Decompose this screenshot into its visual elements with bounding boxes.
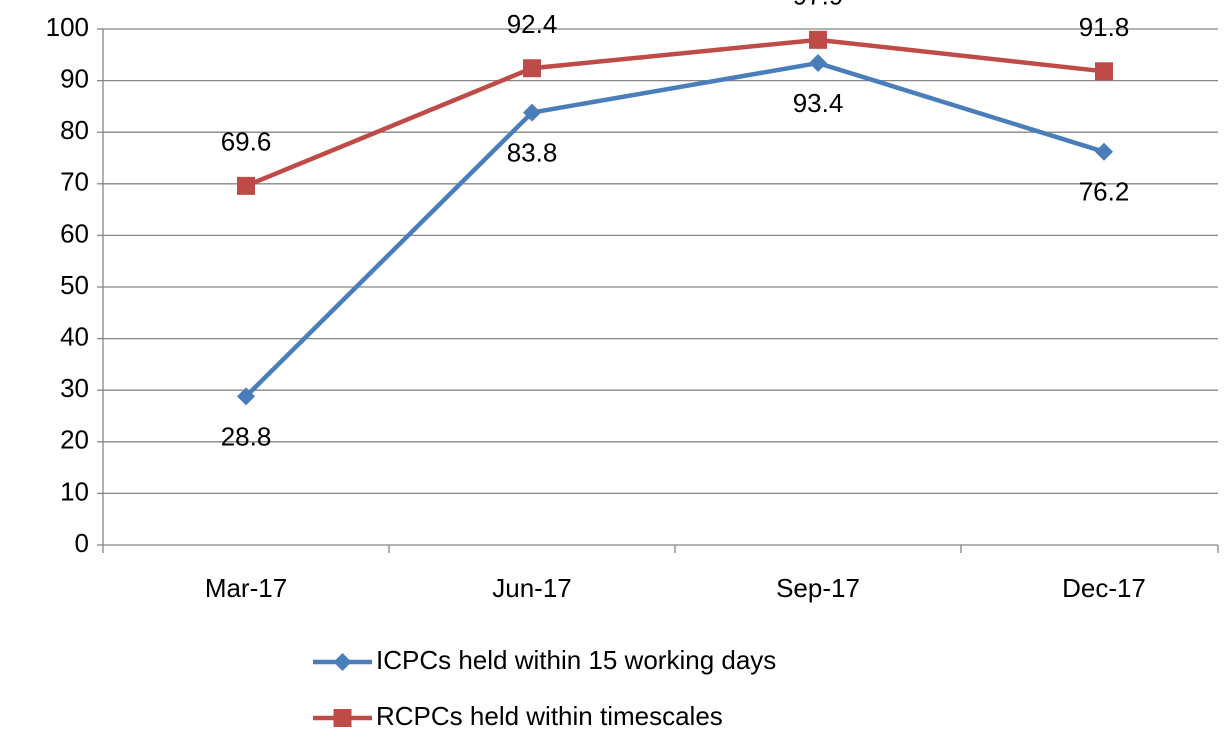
data-point [523, 103, 541, 122]
data-label: 28.8 [221, 421, 272, 451]
y-tick-label: 50 [60, 270, 89, 300]
data-label: 76.2 [1079, 177, 1130, 207]
data-label: 93.4 [793, 88, 844, 118]
data-label: 92.4 [507, 9, 558, 39]
data-point [1095, 142, 1113, 161]
legend-marker [333, 709, 352, 727]
x-tick-label: Dec-17 [1062, 573, 1146, 603]
data-point [523, 59, 541, 78]
legend-label: RCPCs held within timescales [376, 701, 723, 731]
data-point [237, 176, 255, 195]
data-point [809, 54, 827, 73]
y-tick-label: 90 [60, 63, 89, 93]
data-label: 97.9 [793, 0, 844, 11]
data-point [1095, 62, 1113, 81]
y-tick-label: 20 [60, 425, 89, 455]
x-tick-label: Mar-17 [205, 573, 287, 603]
y-tick-label: 70 [60, 167, 89, 197]
legend-label: ICPCs held within 15 working days [376, 645, 776, 675]
data-label: 69.6 [221, 127, 272, 157]
data-point [809, 30, 827, 49]
legend-marker [333, 653, 352, 671]
y-tick-label: 40 [60, 321, 89, 351]
x-tick-label: Sep-17 [776, 573, 860, 603]
data-label: 83.8 [507, 137, 558, 167]
y-tick-label: 30 [60, 373, 89, 403]
y-tick-label: 100 [46, 12, 89, 42]
y-tick-label: 0 [75, 528, 89, 558]
data-label: 91.8 [1079, 12, 1130, 42]
data-point [237, 387, 255, 406]
y-tick-label: 10 [60, 476, 89, 506]
x-tick-label: Jun-17 [492, 573, 572, 603]
series-line [245, 37, 1105, 188]
y-tick-label: 60 [60, 218, 89, 248]
y-tick-label: 80 [60, 115, 89, 145]
series-line [244, 60, 1105, 398]
